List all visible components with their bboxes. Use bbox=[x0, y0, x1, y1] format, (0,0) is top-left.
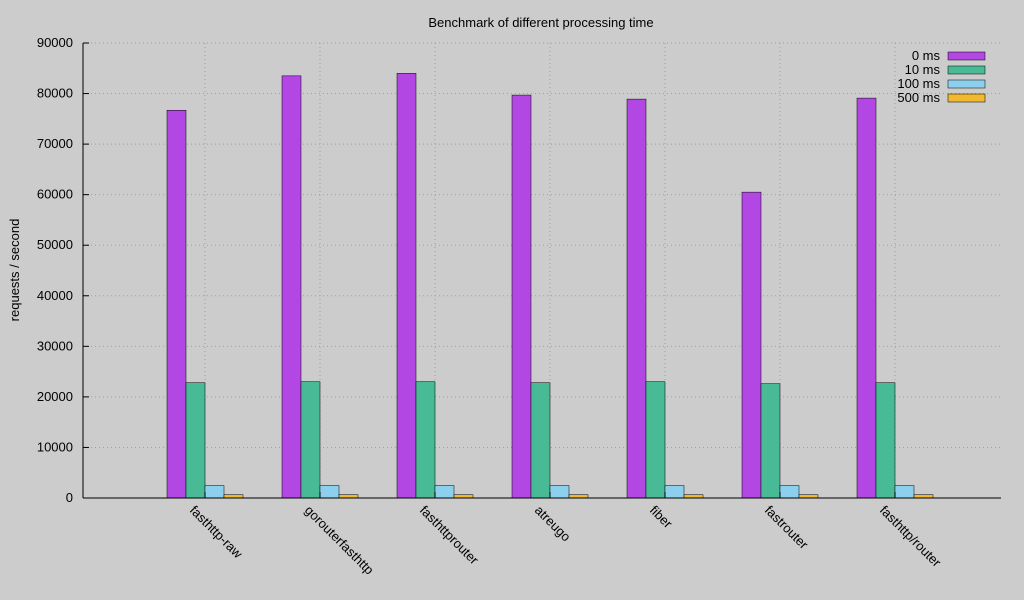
y-tick-label: 10000 bbox=[37, 439, 73, 454]
legend-label: 100 ms bbox=[897, 76, 940, 91]
y-tick-label: 0 bbox=[66, 490, 73, 505]
legend-label: 10 ms bbox=[905, 62, 941, 77]
bar bbox=[530, 382, 551, 499]
x-tick-label: fasthttp/router bbox=[877, 503, 945, 571]
bar bbox=[549, 485, 570, 499]
y-tick-label: 40000 bbox=[37, 288, 73, 303]
y-tick-label: 80000 bbox=[37, 86, 73, 101]
y-tick-label: 70000 bbox=[37, 136, 73, 151]
chart-title: Benchmark of different processing time bbox=[428, 15, 653, 30]
bar bbox=[894, 485, 915, 499]
x-tick-label: gorouterfasthttp bbox=[302, 503, 377, 578]
bar bbox=[741, 191, 762, 499]
bar bbox=[396, 73, 417, 499]
y-axis-label: requests / second bbox=[7, 219, 22, 322]
bar bbox=[875, 382, 896, 499]
bar bbox=[415, 381, 436, 499]
x-tick-label: atreugo bbox=[532, 503, 574, 545]
bar bbox=[645, 381, 666, 499]
x-tick-label: fastrouter bbox=[762, 503, 812, 553]
x-tick-label: fasthttp-raw bbox=[187, 503, 246, 562]
bar bbox=[760, 383, 781, 499]
x-tick-label: fasthttprouter bbox=[417, 503, 482, 568]
bar bbox=[856, 97, 877, 499]
y-tick-label: 20000 bbox=[37, 389, 73, 404]
x-tick-label: fiber bbox=[647, 503, 676, 532]
bar bbox=[166, 109, 187, 499]
legend-swatch bbox=[947, 65, 986, 75]
bar bbox=[664, 485, 685, 499]
grid-layer bbox=[83, 42, 1001, 498]
y-tick-label: 50000 bbox=[37, 237, 73, 252]
bar bbox=[185, 382, 206, 499]
bar bbox=[204, 485, 225, 499]
bar bbox=[779, 485, 800, 499]
bar bbox=[511, 94, 532, 499]
legend-swatch bbox=[947, 93, 986, 103]
bar bbox=[281, 75, 302, 499]
bars-layer bbox=[166, 73, 934, 499]
y-tick-label: 60000 bbox=[37, 187, 73, 202]
bar bbox=[626, 98, 647, 499]
bar bbox=[300, 381, 321, 499]
legend-label: 500 ms bbox=[897, 90, 940, 105]
legend-swatch bbox=[947, 51, 986, 61]
legend-label: 0 ms bbox=[912, 48, 941, 63]
bar bbox=[434, 485, 455, 499]
bar bbox=[319, 485, 340, 499]
y-tick-label: 30000 bbox=[37, 338, 73, 353]
y-tick-label: 90000 bbox=[37, 35, 73, 50]
legend-swatch bbox=[947, 79, 986, 89]
